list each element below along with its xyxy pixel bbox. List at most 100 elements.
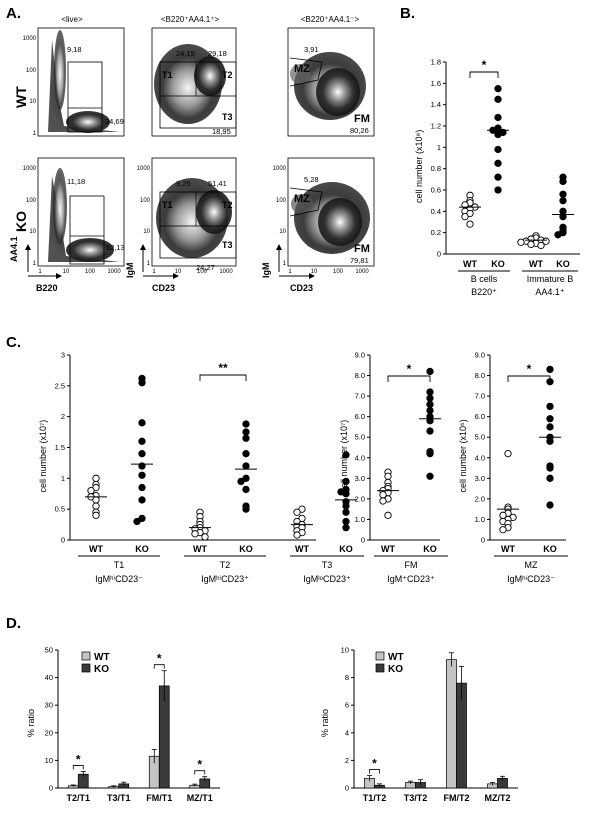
flow-plot-ko-t: 9,25 51,41 24,27 T1 T2 T3 bbox=[151, 157, 237, 272]
gate-wt-t3: T3 bbox=[222, 112, 233, 122]
significance-bracket bbox=[469, 71, 499, 78]
bar-ko bbox=[158, 685, 170, 789]
x-tick-label: WT bbox=[193, 544, 207, 554]
data-point-ko bbox=[242, 462, 250, 470]
data-point-ko bbox=[546, 501, 554, 509]
significance-marker: * bbox=[527, 362, 532, 376]
tick-ko-t-x1000: 1000 bbox=[219, 269, 233, 275]
pct-ko-fm: 79,81 bbox=[350, 256, 369, 265]
x-tick-label: KO bbox=[543, 544, 557, 554]
tick-ko-live-x1000: 1000 bbox=[107, 269, 121, 275]
y-tick-label: 5.0 bbox=[475, 433, 485, 442]
tick-ko-t-y100: 100 bbox=[140, 198, 151, 204]
y-tick-label: 0.5 bbox=[55, 505, 65, 514]
significance-marker: * bbox=[197, 758, 202, 772]
data-point-wt bbox=[384, 472, 392, 480]
data-point-wt bbox=[537, 241, 545, 250]
y-tick-label: 1.5 bbox=[55, 443, 65, 452]
data-point-ko bbox=[342, 502, 350, 510]
x-tick-label: WT bbox=[381, 544, 395, 554]
tick-ko-mz-x10: 10 bbox=[311, 269, 318, 275]
panel-letter-d: D. bbox=[6, 615, 21, 632]
y-tick-label: 0.4 bbox=[431, 207, 441, 216]
data-point-ko bbox=[494, 130, 502, 139]
data-point-ko bbox=[494, 173, 502, 181]
data-point-ko bbox=[242, 505, 250, 513]
chart-d-ratio-t1: 0 10 20 30 40 50 % ratio T2/T1 * T3/T1 FM/T1 * MZ/T1… bbox=[26, 646, 220, 803]
legend-label-ko: KO bbox=[388, 664, 403, 675]
data-point-ko bbox=[426, 406, 434, 415]
data-point-wt bbox=[92, 496, 100, 504]
panel-letter-b: B. bbox=[400, 5, 415, 22]
data-point-ko bbox=[342, 451, 350, 459]
flow-plot-wt-mz: 3,91 80,26 MZ FM bbox=[287, 27, 375, 137]
tick-ko-t-x1: 1 bbox=[152, 269, 156, 275]
group-label: T2 bbox=[220, 560, 231, 570]
data-point-ko bbox=[242, 450, 250, 458]
data-point-ko bbox=[426, 394, 434, 402]
pct-wt-live-lower: 34,69 bbox=[105, 117, 124, 126]
data-point-wt bbox=[293, 531, 301, 539]
tick-ko-live-x100: 100 bbox=[85, 269, 96, 275]
data-point-wt bbox=[379, 497, 387, 505]
legend-swatch-wt bbox=[375, 651, 385, 661]
flow-plot-wt-live: 9,18 34,69 bbox=[37, 27, 125, 137]
col-title-aa41pos: <B220⁺AA4.1⁺> bbox=[161, 15, 220, 24]
data-point-ko bbox=[559, 190, 567, 198]
data-point-wt bbox=[466, 220, 474, 228]
data-point-ko bbox=[494, 85, 502, 93]
x-category-label: T2/T1 bbox=[66, 793, 90, 803]
panel-a-ticks: 1 10 100 1000 1 10 100 1000 1 10 100 100… bbox=[23, 36, 370, 275]
y-tick-label: 1.2 bbox=[431, 122, 441, 131]
x-category-label: MZ/T2 bbox=[485, 793, 511, 803]
y-tick-label: 7.0 bbox=[355, 392, 365, 401]
y-tick-label: 20 bbox=[45, 728, 53, 737]
group-label: T3 bbox=[322, 560, 333, 570]
y-tick-label: 6 bbox=[345, 701, 349, 710]
tick-wt-live-y1000: 1000 bbox=[23, 36, 37, 42]
axis-label-aa41: AA4.1 bbox=[9, 236, 19, 262]
y-axis-label: cell number (x10⁷) bbox=[38, 420, 48, 493]
y-tick-label: 1.6 bbox=[431, 79, 441, 88]
data-point-ko bbox=[559, 197, 567, 205]
group-sublabel: IgM⁺CD23⁺ bbox=[387, 574, 435, 584]
pct-ko-live-upper: 11,18 bbox=[67, 177, 85, 186]
x-category-label: T1/T2 bbox=[363, 793, 387, 803]
y-tick-label: 8.0 bbox=[475, 371, 485, 380]
data-point-wt bbox=[527, 240, 535, 249]
legend-label-wt: WT bbox=[94, 652, 110, 663]
pct-ko-t3: 24,27 bbox=[196, 263, 215, 272]
chart-c-transitional: 0 0.5 1 1.5 2 2.5 3 cell number (x10⁷) WT KO WT KO W… bbox=[38, 351, 364, 584]
data-point-ko bbox=[342, 508, 350, 516]
pct-wt-t3: 18,95 bbox=[212, 127, 231, 136]
data-point-ko bbox=[342, 490, 350, 498]
x-tick-label: WT bbox=[463, 259, 477, 269]
significance-marker: * bbox=[482, 58, 487, 72]
y-tick-label: 40 bbox=[45, 673, 53, 682]
bar-wt bbox=[446, 659, 457, 789]
data-point-wt bbox=[504, 450, 512, 458]
tick-ko-t-x10: 10 bbox=[175, 269, 182, 275]
significance-bracket bbox=[369, 769, 380, 774]
axis-label-cd23-t: CD23 bbox=[152, 283, 175, 293]
data-point-ko bbox=[494, 113, 502, 122]
x-tick-label: KO bbox=[135, 544, 149, 554]
axis-label-igm-mz: IgM bbox=[261, 263, 271, 279]
x-tick-label: WT bbox=[89, 544, 103, 554]
data-point-ko bbox=[138, 419, 146, 427]
data-point-wt bbox=[293, 508, 301, 516]
axis-label-b220: B220 bbox=[36, 283, 58, 293]
group-label: T1 bbox=[114, 560, 125, 570]
data-point-wt bbox=[191, 530, 199, 538]
pct-ko-t1: 9,25 bbox=[176, 179, 191, 188]
data-point-ko bbox=[546, 415, 554, 423]
tick-ko-live-y10: 10 bbox=[29, 229, 36, 235]
tick-ko-mz-x100: 100 bbox=[333, 269, 344, 275]
y-tick-label: 1 bbox=[61, 474, 65, 483]
gate-ko-t2: T2 bbox=[222, 200, 233, 210]
y-tick-label: 0.2 bbox=[431, 228, 441, 237]
group-sublabel: IgMʰⁱCD23⁺ bbox=[201, 574, 249, 584]
chart-c-mz: 0 1.0 2.0 3.0 4.0 5.0 6.0 7.0 8.0 9.0 cell number … bbox=[458, 351, 568, 584]
y-tick-label: 5.0 bbox=[355, 433, 365, 442]
